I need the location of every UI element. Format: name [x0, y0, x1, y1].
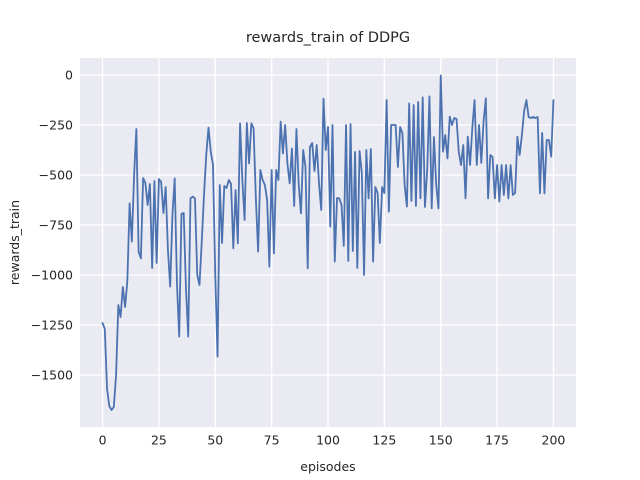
y-tick-label: −1250 — [31, 317, 73, 332]
x-axis-label: episodes — [300, 459, 355, 474]
x-tick-label: 25 — [151, 433, 167, 448]
y-tick-label: −1500 — [31, 367, 73, 382]
y-axis-label: rewards_train — [7, 200, 22, 285]
x-tick-label: 0 — [99, 433, 107, 448]
y-tick-label: −1000 — [31, 267, 73, 282]
x-tick-labels: 0 25 50 75 100 125 150 175 200 — [99, 433, 566, 448]
y-tick-label: −500 — [39, 167, 73, 182]
x-tick-label: 200 — [542, 433, 566, 448]
y-tick-label: −750 — [39, 217, 73, 232]
x-tick-label: 125 — [372, 433, 396, 448]
y-tick-labels: 0 −250 −500 −750 −1000 −1250 −1500 — [31, 67, 73, 382]
x-tick-label: 75 — [264, 433, 280, 448]
series-line-group — [101, 74, 555, 411]
y-tick-label: −250 — [39, 117, 73, 132]
chart-title: rewards_train of DDPG — [246, 30, 410, 46]
x-tick-label: 175 — [485, 433, 509, 448]
y-tick-label: 0 — [65, 67, 73, 82]
x-tick-label: 100 — [316, 433, 340, 448]
x-tick-label: 50 — [207, 433, 223, 448]
rewards-train-line — [101, 74, 555, 411]
x-tick-label: 150 — [429, 433, 453, 448]
